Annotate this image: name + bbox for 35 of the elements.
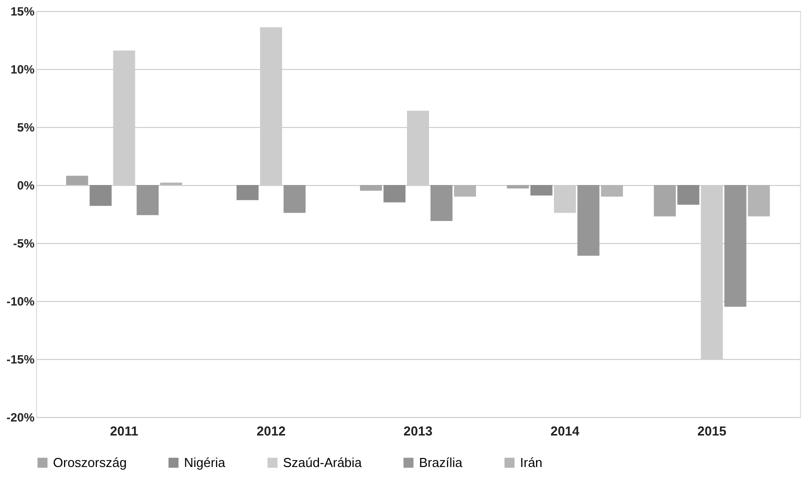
bar	[236, 185, 259, 200]
legend-label: Szaúd-Arábia	[283, 454, 363, 470]
x-tick-label: 2014	[550, 424, 580, 438]
y-tick-label: -15%	[6, 352, 35, 366]
y-tick-label: 0%	[17, 178, 35, 192]
x-tick-label: 2012	[256, 424, 286, 438]
y-tick-label: -10%	[6, 294, 35, 308]
y-tick-label: -20%	[6, 410, 35, 424]
bar	[430, 185, 453, 221]
y-tick-label: 15%	[10, 4, 35, 18]
legend-label: Nigéria	[184, 454, 226, 470]
bar	[136, 185, 159, 216]
bar	[506, 185, 529, 188]
x-tick-label: 2015	[697, 424, 726, 438]
y-tick-label: -5%	[13, 236, 35, 250]
y-tick-label: 10%	[10, 62, 35, 76]
legend-label: Irán	[520, 454, 542, 470]
bar	[90, 185, 112, 206]
legend-label: Brazília	[419, 454, 464, 470]
bar	[454, 185, 476, 197]
bar	[360, 185, 382, 191]
bar	[66, 176, 88, 185]
legend-label: Oroszország	[53, 454, 127, 470]
bar	[284, 185, 306, 213]
x-tick-label: 2013	[404, 424, 432, 438]
bar	[577, 185, 600, 256]
bar	[654, 185, 676, 216]
bar	[677, 185, 700, 205]
y-tick-label: 5%	[17, 120, 35, 134]
bar	[530, 185, 552, 196]
bar	[724, 185, 746, 307]
bar	[600, 185, 623, 197]
x-tick-label: 2011	[110, 424, 138, 438]
bar	[383, 185, 406, 202]
bar	[748, 185, 770, 216]
